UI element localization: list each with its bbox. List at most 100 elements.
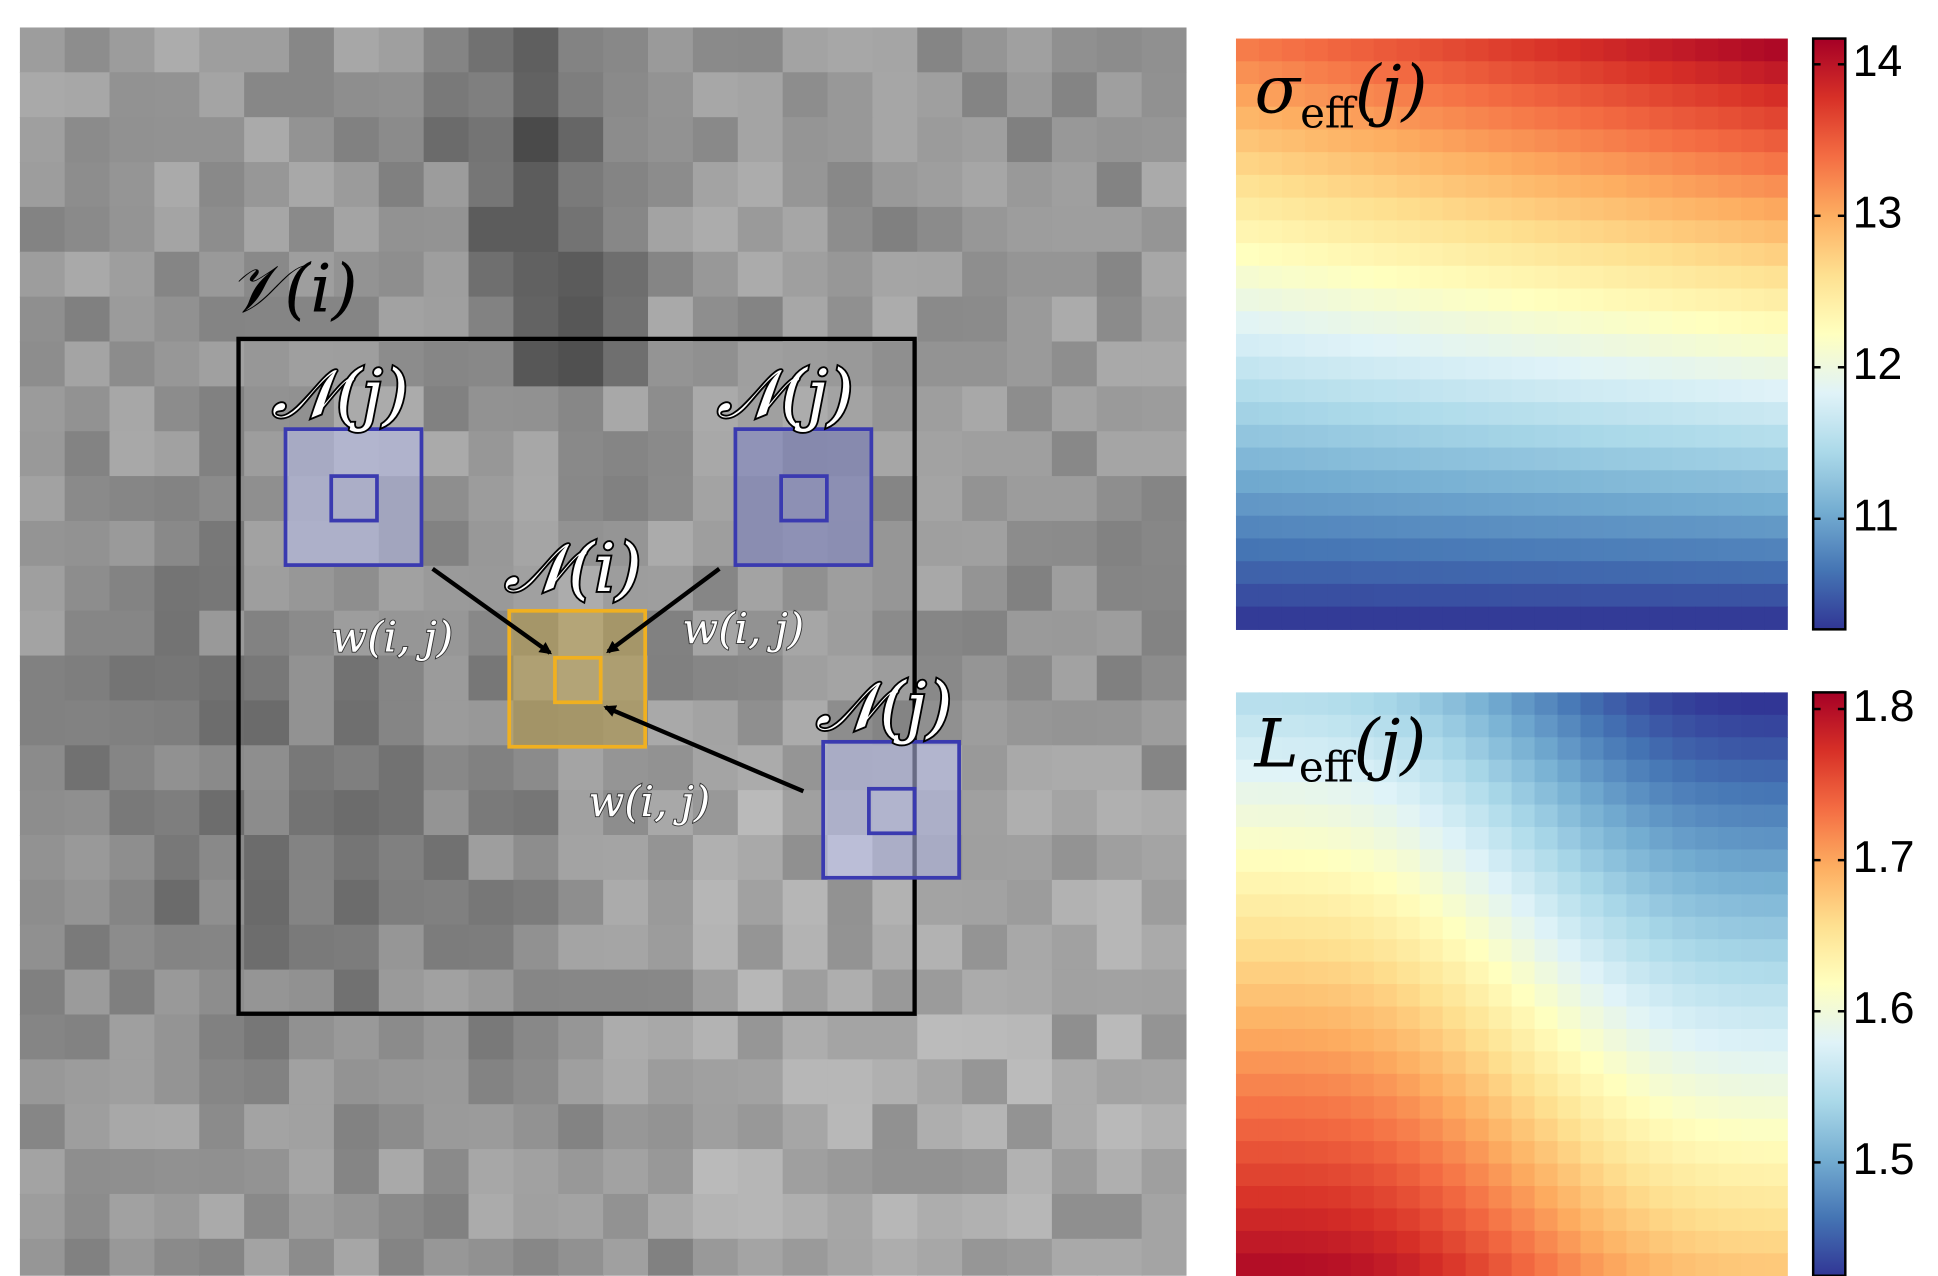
heatmap-cell [1580, 39, 1604, 62]
pixel [20, 1059, 66, 1105]
heatmap-cell [1328, 470, 1352, 493]
pixel [65, 341, 111, 387]
heatmap-cell [1741, 917, 1765, 940]
pixel [1007, 476, 1053, 522]
heatmap-cell [1259, 1029, 1283, 1052]
pixel [1052, 745, 1098, 791]
colorbar-tick-label: 11 [1853, 492, 1899, 541]
heatmap-cell [1351, 1186, 1375, 1209]
heatmap-cell [1626, 561, 1650, 584]
colorbar-tick-label: 1.8 [1853, 682, 1915, 731]
pixel [379, 656, 425, 702]
pixel [110, 925, 156, 971]
pixel [65, 297, 111, 343]
heatmap-cell [1695, 470, 1719, 493]
heatmap-cell [1259, 849, 1283, 872]
heatmap-cell [1236, 470, 1260, 493]
heatmap-cell [1443, 1231, 1467, 1254]
heatmap-cell [1649, 1141, 1673, 1164]
heatmap-cell [1626, 129, 1650, 152]
pixel [1142, 925, 1188, 971]
pixel [962, 341, 1008, 387]
heatmap-cell [1672, 425, 1696, 448]
pixel [154, 297, 200, 343]
heatmap-cell [1558, 1164, 1582, 1187]
heatmap-cell [1351, 1119, 1375, 1142]
pixel [469, 162, 515, 208]
pixel [648, 476, 694, 522]
pixel [469, 611, 515, 657]
pixel [1142, 1059, 1188, 1105]
heatmap-cell [1236, 538, 1260, 561]
heatmap-cell [1672, 1051, 1696, 1074]
heatmap-cell [1259, 152, 1283, 175]
pixel [648, 27, 694, 73]
heatmap-cell [1741, 1051, 1765, 1074]
heatmap-cell [1282, 470, 1306, 493]
pixel [738, 117, 784, 163]
heatmap-cell [1649, 220, 1673, 243]
heatmap-cell [1535, 538, 1559, 561]
heatmap-cell [1489, 1096, 1513, 1119]
pixel [289, 1149, 335, 1195]
heatmap-cell [1672, 448, 1696, 471]
heatmap-cell [1374, 1253, 1398, 1276]
heatmap-cell [1672, 984, 1696, 1007]
heatmap-cell [1626, 175, 1650, 198]
pixel [424, 1149, 470, 1195]
heatmap-cell [1397, 1119, 1421, 1142]
heatmap-cell [1695, 692, 1719, 715]
heatmap-cell [1764, 782, 1788, 805]
pixel [648, 252, 694, 298]
heatmap-cell [1695, 1253, 1719, 1276]
pixel [693, 431, 739, 477]
heatmap-cell [1580, 1253, 1604, 1276]
heatmap-cell [1558, 1119, 1582, 1142]
heatmap-cell [1443, 872, 1467, 895]
heatmap-cell [1489, 737, 1513, 760]
pixel [872, 566, 918, 612]
heatmap-cell [1443, 266, 1467, 289]
heatmap-cell [1420, 561, 1444, 584]
pixel [334, 207, 380, 253]
heatmap-cell [1741, 894, 1765, 917]
pixel [469, 341, 515, 387]
pixel [424, 970, 470, 1016]
heatmap-cell [1374, 1119, 1398, 1142]
pixel [648, 1194, 694, 1240]
heatmap-cell [1535, 1029, 1559, 1052]
heatmap-cell [1420, 1051, 1444, 1074]
heatmap-cell [1328, 220, 1352, 243]
pixel [513, 1104, 559, 1150]
heatmap-cell [1603, 1164, 1627, 1187]
heatmap-cell [1741, 243, 1765, 266]
center-label: 𝒩(i) [504, 529, 641, 607]
heatmap-cell [1535, 607, 1559, 630]
heatmap-cell [1305, 357, 1329, 380]
heatmap-cell [1603, 1074, 1627, 1097]
heatmap-cell [1259, 357, 1283, 380]
pixel [20, 1149, 66, 1195]
pixel [917, 386, 963, 432]
heatmap-cell [1603, 220, 1627, 243]
heatmap-cell [1374, 289, 1398, 312]
pixel [738, 925, 784, 971]
pixel [110, 207, 156, 253]
pixel [558, 72, 604, 118]
pixel [289, 835, 335, 881]
pixel [244, 117, 290, 163]
pixel [1142, 476, 1188, 522]
pixel [828, 207, 874, 253]
heatmap-cell [1420, 243, 1444, 266]
heatmap-cell [1420, 152, 1444, 175]
heatmap-cell [1489, 894, 1513, 917]
heatmap-cell [1535, 984, 1559, 1007]
heatmap-cell [1443, 107, 1467, 130]
heatmap-cell [1397, 1164, 1421, 1187]
heatmap-cell [1764, 129, 1788, 152]
heatmap-cell [1558, 939, 1582, 962]
pixel [1097, 880, 1143, 926]
heatmap-cell [1305, 538, 1329, 561]
heatmap-cell [1282, 448, 1306, 471]
pixel [20, 925, 66, 971]
